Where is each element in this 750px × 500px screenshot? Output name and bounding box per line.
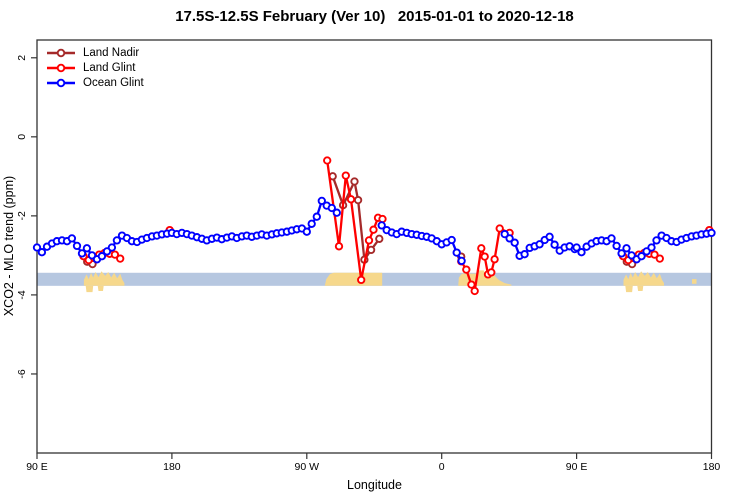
legend-item-ocean-glint: Ocean Glint [46,75,144,90]
land-region [637,285,644,291]
data-point-ocean-glint [312,212,321,221]
data-point-land-glint [341,171,350,180]
data-point-ocean-glint [67,234,77,243]
data-point-land-glint [323,156,332,165]
data-point-ocean-glint [545,232,554,241]
data-point-land-glint [334,242,344,251]
data-point-ocean-glint [452,248,461,257]
data-point-ocean-glint [622,244,631,253]
data-point-ocean-glint [72,241,82,251]
data-point-land-glint [495,224,504,233]
x-tick-label: 0 [439,461,445,473]
data-point-ocean-glint [32,243,42,252]
y-tick-label: 2 [16,55,28,61]
land-region [83,271,125,286]
x-tick-label: 90 W [295,461,320,473]
data-point-ocean-glint [652,236,661,245]
x-tick-label: 180 [163,461,181,473]
data-point-land-glint [480,252,489,261]
data-point-land-nadir [350,177,359,186]
y-tick-label: -6 [16,369,28,378]
data-point-ocean-glint [447,235,456,245]
ocean-glint-marker-icon [47,78,75,87]
data-point-ocean-glint [307,219,316,228]
data-point-ocean-glint [520,250,529,259]
data-point-land-glint [116,254,125,263]
legend-item-land-glint: Land Glint [46,60,144,75]
data-point-land-glint [477,244,486,253]
data-point-land-glint [110,250,120,259]
data-point-land-glint [462,265,471,274]
data-point-land-glint [467,280,476,289]
y-tick-label: -4 [16,290,28,299]
data-point-land-glint [364,236,374,245]
data-point-land-glint [369,225,378,234]
x-axis-label: Longitude [347,478,402,492]
data-point-ocean-glint [500,229,509,239]
data-point-ocean-glint [457,256,466,266]
data-point-ocean-glint [577,248,586,257]
land-region [324,272,383,286]
land-nadir-marker-icon [47,48,75,57]
data-point-ocean-glint [535,240,544,249]
x-tick-label: 90 E [26,461,48,473]
data-point-ocean-glint [707,228,716,238]
data-point-ocean-glint [637,252,646,261]
data-point-land-glint [650,250,659,259]
data-point-ocean-glint [550,240,559,249]
data-point-ocean-glint [617,249,626,258]
data-point-ocean-glint [377,221,386,230]
data-point-ocean-glint [317,196,326,206]
legend-item-land-nadir: Land Nadir [46,45,144,60]
data-point-ocean-glint [82,244,92,253]
land-region [623,271,664,286]
data-point-ocean-glint [37,248,47,257]
x-tick-label: 180 [703,461,721,473]
data-point-ocean-glint [572,243,581,252]
chart-title: 17.5S-12.5S February (Ver 10) 2015-01-01… [175,8,574,25]
legend-label: Land Nadir [83,46,140,59]
legend-label: Ocean Glint [83,76,144,89]
land-glint-marker-icon [47,63,75,72]
data-point-ocean-glint [505,234,514,243]
data-point-land-glint [487,268,496,277]
data-point-ocean-glint [607,234,616,243]
data-point-land-glint [470,286,479,296]
y-tick-label: 0 [16,134,28,140]
land-region [692,279,697,284]
data-point-land-nadir [366,245,376,255]
data-point-land-glint [378,214,387,224]
x-tick-label: 90 E [566,461,588,473]
data-point-ocean-glint [97,252,107,261]
data-point-ocean-glint [327,203,336,213]
legend-label: Land Glint [83,61,136,74]
land-region [97,285,104,291]
data-point-ocean-glint [107,243,117,252]
land-region [85,285,94,293]
data-point-ocean-glint [510,238,519,247]
data-point-ocean-glint [332,208,341,217]
legend: Land Nadir Land Glint Ocean Glint [46,45,144,90]
data-point-ocean-glint [302,227,311,236]
data-point-ocean-glint [77,249,87,258]
data-point-land-glint [490,255,499,264]
data-point-land-glint [346,195,356,204]
data-point-land-glint [655,254,664,263]
data-point-land-nadir [375,234,384,243]
data-point-ocean-glint [647,243,656,252]
land-region [625,285,633,293]
data-point-ocean-glint [612,241,621,251]
y-tick-label: -2 [16,211,28,220]
data-point-ocean-glint [112,236,122,245]
data-point-land-nadir [353,195,363,205]
data-point-land-glint [357,275,366,285]
